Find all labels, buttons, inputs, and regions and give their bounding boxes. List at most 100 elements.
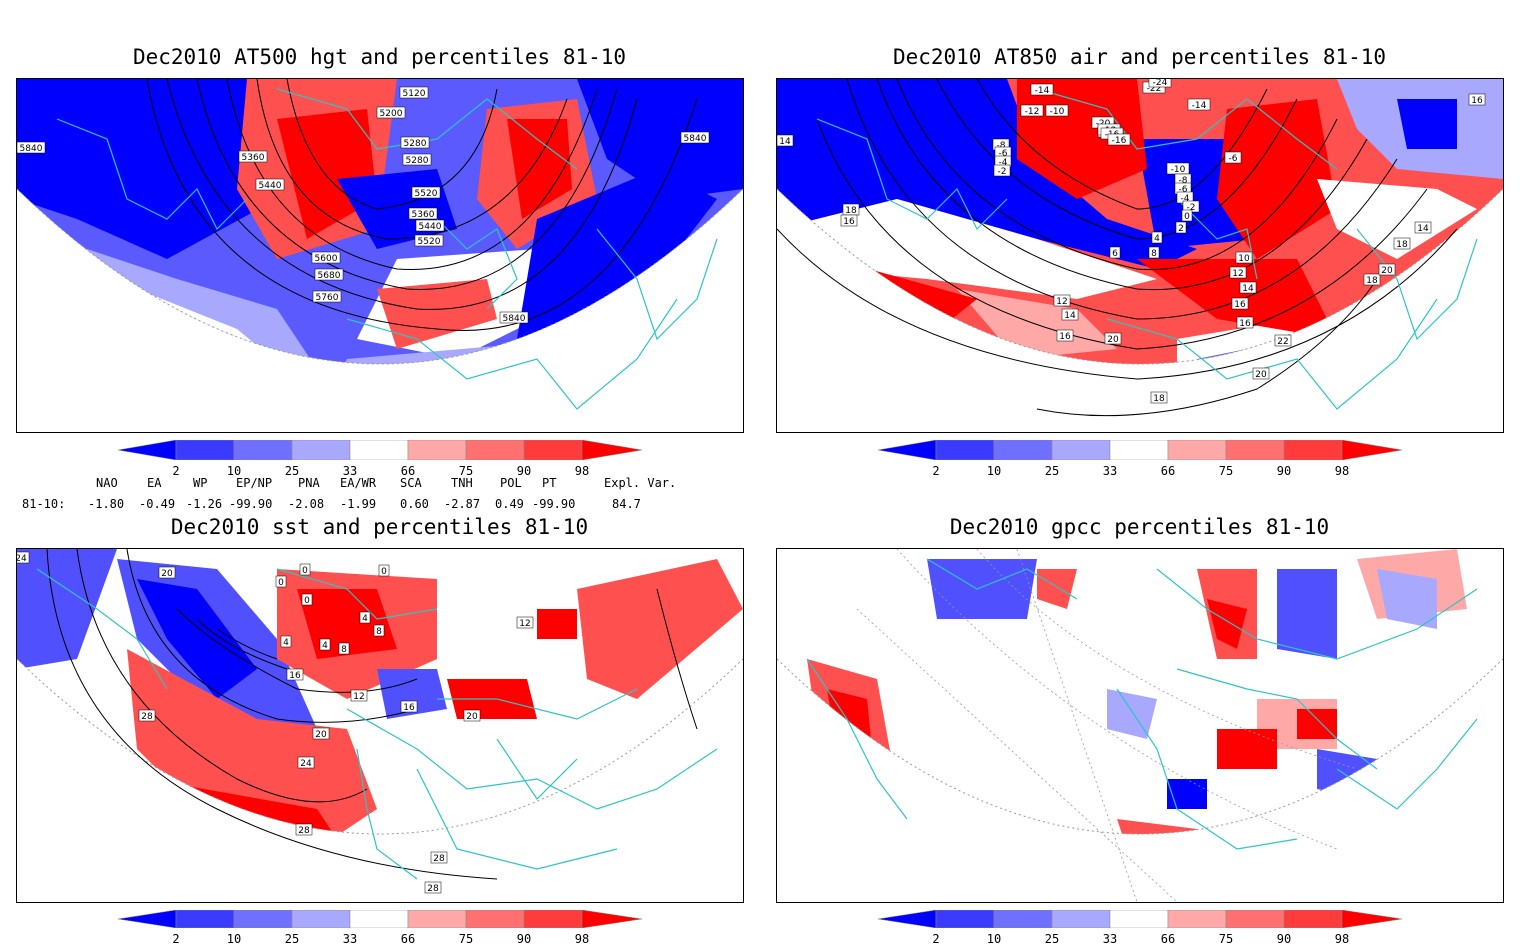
panel-title-hgt500: Dec2010 AT500 hgt and percentiles 81-10 — [132, 45, 627, 69]
contour-label: 12 — [519, 619, 530, 629]
contour-label-box — [376, 106, 406, 119]
contour-label-box — [1148, 246, 1160, 259]
contour-label-box — [312, 727, 330, 740]
contour-label-box — [1363, 273, 1381, 286]
contour-label-box — [1252, 367, 1270, 380]
colorbar-tick-label: 2 — [172, 464, 180, 478]
contour-label: 6 — [1112, 249, 1118, 259]
colorbar-cell — [1283, 909, 1343, 929]
contour-label-box — [1468, 93, 1486, 106]
colorbar-cell — [175, 439, 235, 461]
contour-label: 5440 — [419, 222, 442, 232]
colorbar-swatches — [877, 439, 1403, 461]
contour-label: 12 — [353, 692, 364, 702]
colorbar-tick-label: 75 — [458, 464, 474, 478]
contour-label: -14 — [1035, 86, 1050, 96]
contour-label: -24 — [1153, 79, 1168, 88]
colorbar-tick-label: 75 — [1218, 464, 1234, 478]
contour-label-box — [1150, 391, 1168, 404]
contour-label: 8 — [341, 645, 347, 655]
panel-title-sst: Dec2010 sst and percentiles 81-10 — [170, 515, 589, 539]
colorbar-tick-label: 66 — [400, 932, 416, 946]
colorbar-tick-label: 66 — [400, 464, 416, 478]
contour-label: 5840 — [503, 314, 526, 324]
panel-title-air850: Dec2010 AT850 air and percentiles 81-10 — [892, 45, 1387, 69]
contour-label-box — [1045, 104, 1069, 117]
indices-header-row: NAO EA WP EP/NP PNA EA/WR SCA TNH POL PT… — [0, 476, 760, 492]
contour-label-box — [280, 635, 292, 648]
colorbar-top-right: 2 10 25 33 66 75 90 98 — [877, 439, 1403, 478]
contour-label-box — [680, 131, 710, 144]
contour-label-box — [1231, 297, 1249, 310]
colorbar-cell — [407, 909, 467, 929]
contour-label: 14 — [1064, 311, 1076, 321]
contour-label: 20 — [1381, 266, 1393, 276]
contour-label: 5760 — [316, 293, 339, 303]
contour-label-box — [1224, 151, 1242, 164]
contour-label: 20 — [1255, 370, 1267, 380]
contour-label-box — [275, 575, 287, 588]
contour-label-box — [338, 642, 350, 655]
index-header: EA/WR — [340, 476, 377, 490]
colorbar-tick-label: 25 — [284, 464, 300, 478]
contour-label: 16 — [403, 703, 415, 713]
contour-label: 4 — [1154, 234, 1160, 244]
colorbar-top-left: 2 10 25 33 66 75 90 98 — [117, 439, 643, 478]
contour-label: 28 — [427, 884, 439, 894]
colorbar-cell — [935, 909, 995, 929]
contour-label: -2 — [998, 167, 1007, 177]
colorbar-cell — [1225, 909, 1285, 929]
contour-label: 14 — [779, 137, 791, 147]
contour-label: 20 — [315, 730, 327, 740]
contour-label: 16 — [289, 671, 301, 681]
colorbar-tick-label: 10 — [986, 932, 1002, 946]
contour-label: 18 — [1396, 240, 1408, 250]
contour-label: 16 — [1239, 319, 1251, 329]
contour-label: -10 — [1171, 165, 1186, 175]
colorbar-tick-label: 2 — [932, 932, 940, 946]
index-value: -1.99 — [340, 497, 377, 511]
index-value: -0.49 — [139, 497, 176, 511]
index-value: -1.26 — [186, 497, 223, 511]
index-row-label: 81-10: — [22, 497, 66, 511]
colorbar-tick-label: 2 — [932, 464, 940, 478]
colorbar-swatches — [877, 909, 1403, 929]
colorbar-bottom-left: 2 10 25 33 66 75 90 98 — [117, 909, 643, 946]
index-value: -1.80 — [88, 497, 125, 511]
contour-label-box — [295, 823, 313, 836]
contour-label: 5600 — [315, 254, 338, 264]
colorbar-cell — [1167, 909, 1227, 929]
contour-label-box — [311, 251, 341, 264]
panel-title-gpcc: Dec2010 gpcc percentiles 81-10 — [949, 515, 1330, 539]
contour-label: 16 — [843, 217, 855, 227]
colorbar-cell — [117, 439, 177, 461]
colorbar-cell — [407, 439, 467, 461]
contour-label-box — [1229, 266, 1247, 279]
index-header: TNH — [451, 476, 473, 490]
contour-label-box — [414, 234, 444, 247]
contour-label: 20 — [466, 712, 478, 722]
colorbar-cell — [1109, 439, 1169, 461]
contour-label: 5680 — [318, 271, 341, 281]
contour-label: 5840 — [684, 134, 707, 144]
contour-label: 28 — [141, 712, 153, 722]
index-header: SCA — [400, 476, 422, 490]
contour-label: 12 — [1056, 297, 1067, 307]
contour-label: -4 — [1181, 194, 1190, 204]
contour-label-box — [1236, 316, 1254, 329]
contour-label-box — [286, 668, 304, 681]
contour-label: -10 — [1050, 107, 1065, 117]
colorbar-tick-label: 33 — [1102, 932, 1118, 946]
map-sst: 24200000444881612162020242828282812 — [16, 548, 744, 903]
index-header: WP — [193, 476, 208, 490]
colorbar-cell — [1051, 909, 1111, 929]
contour-label-box — [1053, 294, 1071, 307]
colorbar-cell — [1225, 439, 1285, 461]
contour-label: 5120 — [403, 89, 426, 99]
colorbar-cell — [523, 909, 583, 929]
contour-label: 16 — [1059, 332, 1071, 342]
colorbar-tick-label: 25 — [1044, 932, 1060, 946]
contour-label-box — [415, 219, 445, 232]
colorbar-cell — [291, 439, 351, 461]
contour-label-box — [158, 566, 176, 579]
